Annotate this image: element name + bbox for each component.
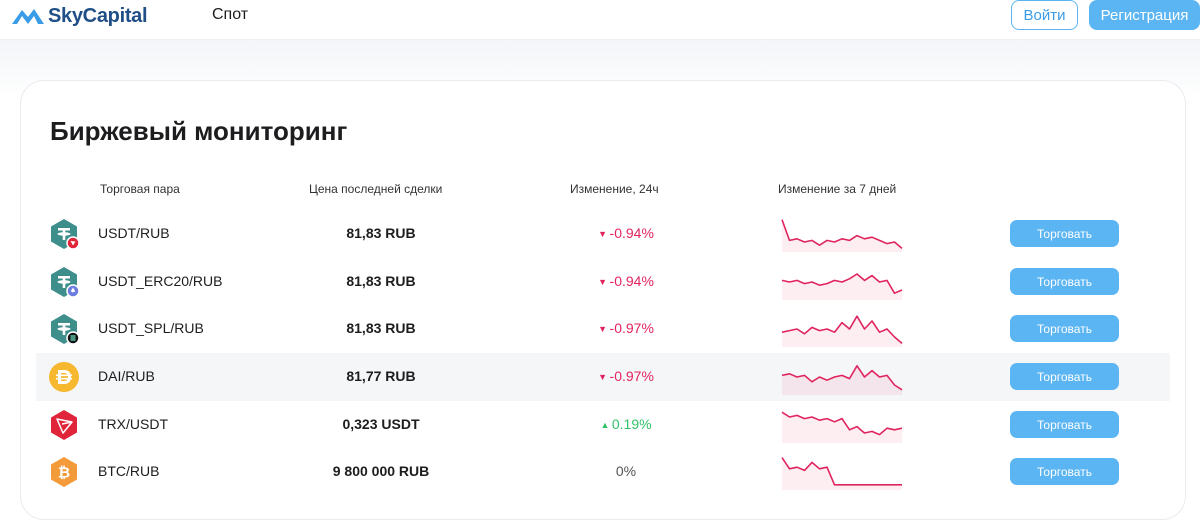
last-price: 81,83 RUB (346, 225, 416, 241)
table-row[interactable]: USDT_ERC20/RUB 81,83 RUB ▼ -0.94% Торговать (36, 258, 1170, 306)
last-price: 0,323 USDT (342, 416, 420, 432)
last-price: 81,83 RUB (346, 273, 416, 289)
page-title: Биржевый мониторинг (50, 116, 348, 146)
sparkline-7d (781, 273, 903, 300)
table-row[interactable]: DAI/RUB 81,77 RUB ▼ -0.97% Торговать (36, 353, 1170, 401)
top-header: SkyCapital Спот Войти Регистрация (0, 0, 1200, 40)
pair-name: TRX/USDT (98, 416, 168, 432)
column-header-change-7d: Изменение за 7 дней (778, 182, 897, 196)
trade-button[interactable]: Торговать (1010, 268, 1119, 295)
arrow-down-icon: ▼ (598, 324, 610, 334)
change-24h: ▼ -0.94% (566, 225, 686, 241)
arrow-down-icon: ▼ (598, 277, 610, 287)
sparkline-area (782, 412, 902, 443)
change-24h-value: -0.97% (609, 320, 654, 336)
svg-text:₿: ₿ (58, 464, 70, 482)
login-button[interactable]: Войти (1011, 0, 1078, 30)
change-24h: ▲ 0.19% (566, 416, 686, 432)
usdt-trc20-icon (51, 219, 80, 250)
pair-name: USDT/RUB (98, 225, 170, 241)
register-button[interactable]: Регистрация (1089, 0, 1200, 30)
monitoring-card (20, 80, 1186, 520)
change-24h-value: -0.97% (609, 368, 654, 384)
table-row[interactable]: TRX/USDT 0,323 USDT ▲ 0.19% Торговать (36, 401, 1170, 449)
pair-name: USDT_ERC20/RUB (98, 273, 223, 289)
pair-name: USDT_SPL/RUB (98, 320, 204, 336)
sparkline-line (781, 457, 902, 486)
change-24h: ▼ -0.97% (566, 320, 686, 336)
trade-button[interactable]: Торговать (1010, 315, 1119, 342)
sparkline-line (781, 219, 903, 250)
sparkline-7d (781, 365, 903, 395)
pair-name: BTC/RUB (98, 463, 160, 479)
sparkline-area (782, 219, 902, 252)
brand-name: SkyCapital (48, 4, 148, 27)
sparkline-area (782, 365, 902, 395)
btc-icon: ₿ (51, 457, 77, 487)
sparkline-7d (781, 315, 903, 347)
sparkline-line (781, 411, 903, 436)
change-24h: 0% (566, 463, 686, 479)
last-price: 9 800 000 RUB (332, 463, 430, 479)
table-row[interactable]: USDT_SPL/RUB 81,83 RUB ▼ -0.97% Торговать (36, 305, 1170, 353)
sparkline-area (782, 457, 902, 490)
arrow-down-icon: ▼ (598, 372, 610, 382)
column-header-pair: Торговая пара (100, 182, 180, 196)
change-24h: ▼ -0.97% (566, 368, 686, 384)
table-row[interactable]: USDT/RUB 81,83 RUB ▼ -0.94% Торговать (36, 210, 1170, 258)
change-24h: ▼ -0.94% (566, 273, 686, 289)
trade-button[interactable]: Торговать (1010, 220, 1119, 247)
sparkline-7d (781, 219, 903, 252)
change-24h-value: -0.94% (609, 273, 654, 289)
sparkline-line (781, 315, 903, 345)
column-header-price: Цена последней сделки (309, 182, 443, 196)
logo[interactable]: SkyCapital (10, 4, 148, 28)
sparkline-area (782, 274, 902, 300)
table-row[interactable]: ₿ BTC/RUB 9 800 000 RUB 0% Торговать (36, 448, 1170, 496)
trx-icon (51, 410, 77, 440)
change-24h-value: -0.94% (609, 225, 654, 241)
pair-name: DAI/RUB (98, 368, 155, 384)
column-header-change-24h: Изменение, 24ч (570, 182, 659, 196)
dai-icon (49, 362, 79, 392)
change-24h-value: 0% (615, 463, 637, 479)
skycapital-logo-icon (12, 9, 44, 24)
trade-button[interactable]: Торговать (1010, 411, 1119, 438)
sparkline-area (782, 316, 902, 347)
arrow-down-icon: ▼ (598, 229, 610, 239)
last-price: 81,77 RUB (346, 368, 416, 384)
sparkline-line (781, 365, 903, 391)
sparkline-line (781, 273, 903, 295)
trade-button[interactable]: Торговать (1010, 458, 1119, 485)
sparkline-7d (781, 457, 902, 490)
sparkline-7d (781, 411, 903, 443)
arrow-up-icon: ▲ (600, 420, 612, 430)
nav-spot-link[interactable]: Спот (212, 6, 249, 23)
usdt-erc20-icon (51, 267, 80, 298)
change-24h-value: 0.19% (611, 416, 652, 432)
trade-button[interactable]: Торговать (1010, 363, 1119, 390)
last-price: 81,83 RUB (346, 320, 416, 336)
usdt-spl-icon (51, 314, 80, 345)
